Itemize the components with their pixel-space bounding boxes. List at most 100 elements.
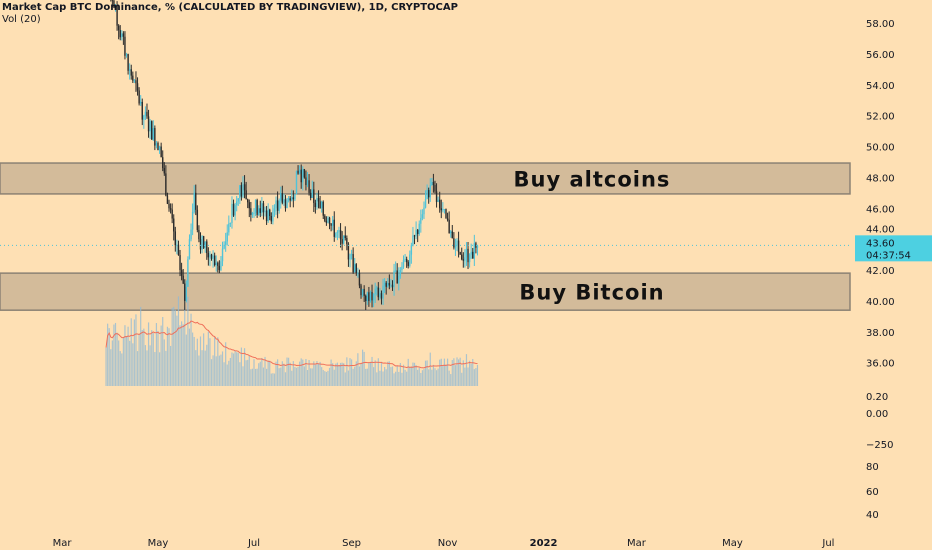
candle-body [155,143,158,146]
candle-body [331,219,334,226]
candle-body [199,239,202,250]
volume-bar [388,361,390,386]
volume-bar [280,367,282,386]
volume-indicator-label: Vol (20) [2,14,41,25]
volume-bar [402,364,405,386]
volume-bar [363,351,365,386]
candle-body [339,230,342,240]
time-axis[interactable]: Mar May Jul Sep Nov 2022 Mar May Jul [53,538,835,549]
candle-body [158,146,161,151]
volume-bar [346,357,348,386]
volume-bar [469,360,471,386]
volume-bar [174,309,176,386]
candle-body [284,199,287,209]
candle-body [213,255,216,266]
candle-body [371,292,373,301]
candle-body [421,214,424,218]
volume-ma-line [105,320,478,369]
volume-bar [412,362,414,386]
volume-bar [297,366,299,386]
volume-bar [410,366,412,386]
candle-body [346,238,348,245]
volume-bar [284,372,287,386]
candle-body [223,244,225,249]
candle-body [114,5,117,8]
candle-body [254,200,257,213]
x-tick-label: Jul [247,538,260,549]
volume-bar [459,357,461,386]
volume-bar [209,338,211,386]
candle-body [204,241,206,248]
candle-body [459,252,461,255]
candle-body [322,201,324,216]
candle-body [382,285,384,299]
volume-bar [406,371,408,386]
volume-bar [446,358,449,386]
candle-body [193,192,195,212]
volume-bar [440,358,442,386]
volume-bar [387,361,389,386]
volume-bar [217,337,219,386]
volume-bar [111,340,113,386]
candle-body [383,282,386,286]
candle-body [451,231,453,239]
volume-bar [196,338,198,386]
volume-bar [283,363,285,386]
candle-body [470,251,472,255]
volume-bar [373,367,375,386]
candle-body [250,208,252,215]
volume-bar [171,307,173,386]
volume-bar [420,372,422,386]
candle-body [165,173,167,196]
candle-body [286,200,288,209]
volume-bar [415,365,417,386]
volume-bar [322,369,324,386]
last-price-label: 43.60 04:37:54 [855,235,932,262]
candle-body [237,198,239,202]
candle-body [361,288,364,296]
x-tick-label: May [722,538,743,549]
volume-bar [236,352,238,386]
candle-body [264,210,266,213]
volume-bar [355,361,357,386]
candle-body [234,205,236,216]
volume-bar [228,360,230,386]
candle-body [409,254,411,266]
candle-body [324,215,326,221]
volume-bar [154,352,156,386]
candle-body [445,209,447,219]
candle-body [269,209,271,216]
volume-bar [269,360,271,386]
price-axis[interactable]: 58.00 56.00 54.00 52.00 50.00 48.00 46.00 44.00… [866,19,895,521]
candle-body [385,282,387,287]
volume-bar [118,340,120,386]
volume-bar [423,369,425,386]
candle-body [111,0,114,1]
volume-bar [141,330,143,386]
candle-body [355,264,357,273]
volume-bar [122,337,124,386]
candle-body [394,270,397,272]
candle-body [432,181,435,186]
volume-bar [385,369,387,386]
bar-countdown: 04:37:54 [866,250,911,261]
candle-body [335,232,337,237]
volume-bar [144,345,147,386]
volume-bar [462,360,464,386]
y-tick-label: 60 [866,487,879,498]
candle-body [272,211,274,222]
volume-bar [467,367,469,386]
volume-bar [136,351,139,386]
volume-bar [445,364,447,386]
candle-body [173,218,175,232]
volume-bar [390,367,392,386]
candle-body [387,282,389,287]
volume-bar [289,362,291,386]
volume-bar [151,330,153,386]
candle-body [300,169,302,183]
volume-bar [110,349,112,386]
volume-bar [398,371,400,386]
candle-body [448,219,450,234]
candle-body [151,121,153,140]
